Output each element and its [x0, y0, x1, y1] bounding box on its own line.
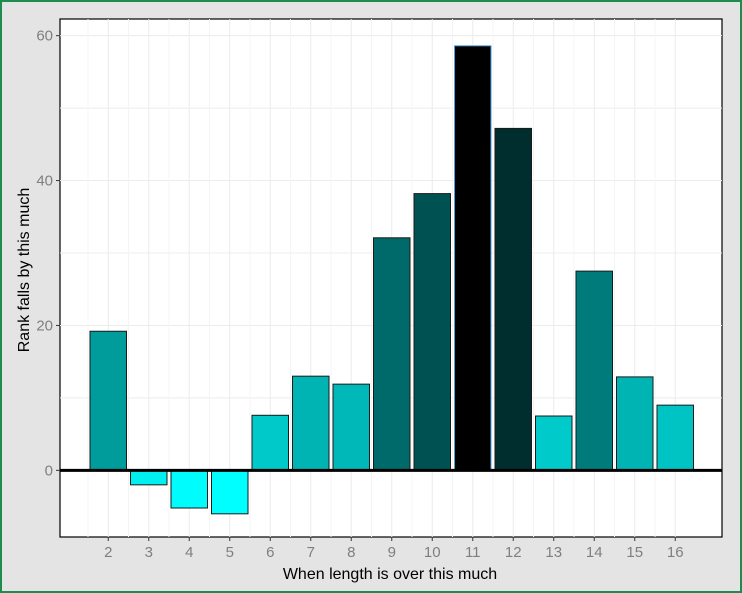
x-tick-label: 5: [226, 544, 234, 561]
bar-11: [454, 45, 492, 471]
bar-7: [292, 375, 330, 471]
x-tick-label: 6: [266, 544, 274, 561]
bar-2: [89, 330, 127, 471]
bar-9: [373, 237, 411, 471]
x-tick-label: 7: [307, 544, 315, 561]
x-tick-label: 4: [185, 544, 193, 561]
y-tick-label: 60: [36, 28, 53, 45]
x-tick-label: 12: [505, 544, 522, 561]
bar-14: [575, 270, 613, 471]
bar-13: [535, 415, 573, 471]
x-tick-label: 13: [545, 544, 562, 561]
y-axis-ticks: 0 20 40 60: [36, 28, 60, 479]
x-axis-ticks: 2 3 4 5 6 7 8 9 10 11 12 13 14 15 16: [104, 537, 684, 561]
bar-12: [494, 127, 532, 471]
x-axis-title: When length is over this much: [283, 566, 497, 583]
x-tick-label: 16: [667, 544, 684, 561]
y-tick-label: 40: [36, 173, 53, 190]
bar-6: [251, 414, 289, 471]
bar-8: [332, 383, 370, 471]
y-axis-title: Rank falls by this much: [16, 188, 33, 353]
x-tick-label: 3: [145, 544, 153, 561]
bar-3: [130, 469, 168, 486]
bars: [89, 45, 694, 515]
y-tick-label: 20: [36, 317, 53, 334]
x-tick-label: 10: [424, 544, 441, 561]
bar-10: [413, 193, 451, 471]
x-tick-label: 15: [626, 544, 643, 561]
x-tick-label: 9: [388, 544, 396, 561]
x-tick-label: 11: [465, 544, 481, 561]
x-tick-label: 14: [586, 544, 603, 561]
bar-5: [211, 469, 249, 515]
x-tick-label: 8: [347, 544, 355, 561]
bar-4: [170, 469, 208, 509]
bar-16: [656, 404, 694, 471]
bar-15: [616, 376, 654, 471]
x-tick-label: 2: [104, 544, 112, 561]
y-tick-label: 0: [45, 462, 53, 479]
